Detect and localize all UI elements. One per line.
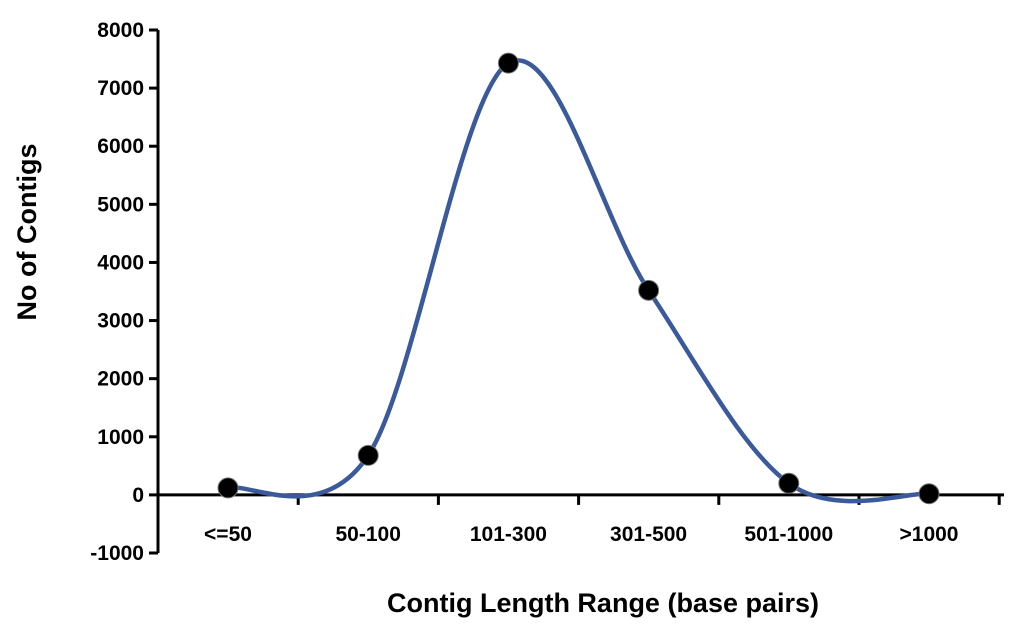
data-point-50-100 — [357, 444, 379, 466]
x-tick-label: 50-100 — [336, 523, 401, 546]
data-point->1000 — [918, 483, 940, 505]
x-tick-label: 301-500 — [610, 523, 687, 546]
y-tick-label: 4000 — [97, 251, 144, 274]
series-layer — [217, 52, 940, 505]
x-tick-label: >1000 — [900, 523, 959, 546]
y-tick-label: 8000 — [97, 19, 144, 42]
x-axis: <=50 50-100 101-300 301-500 501-1000 >1000 — [156, 493, 1004, 546]
y-tick-label: 3000 — [97, 310, 144, 333]
series-line — [225, 58, 932, 504]
y-axis-title: No of Contigs — [12, 144, 42, 321]
x-axis-title: Contig Length Range (base pairs) — [387, 588, 819, 618]
x-tick-label: 501-1000 — [744, 523, 833, 546]
data-point-501-1000 — [778, 472, 800, 494]
y-tick-label: -1000 — [90, 542, 144, 565]
data-point-101-300 — [497, 52, 519, 74]
y-tick-label: 6000 — [97, 135, 144, 158]
data-point-<=50 — [217, 477, 239, 499]
y-tick-label: 1000 — [97, 426, 144, 449]
data-point-301-500 — [638, 279, 660, 301]
y-tick-label: 5000 — [97, 193, 144, 216]
y-tick-label: 2000 — [97, 368, 144, 391]
y-tick-label: 7000 — [97, 77, 144, 100]
y-tick-label: 0 — [132, 484, 144, 507]
y-axis: -1000 0 1000 2000 3000 4000 5000 6000 7000 8000 — [90, 19, 160, 565]
x-tick-label: 101-300 — [470, 523, 547, 546]
x-tick-label: <=50 — [204, 523, 252, 546]
